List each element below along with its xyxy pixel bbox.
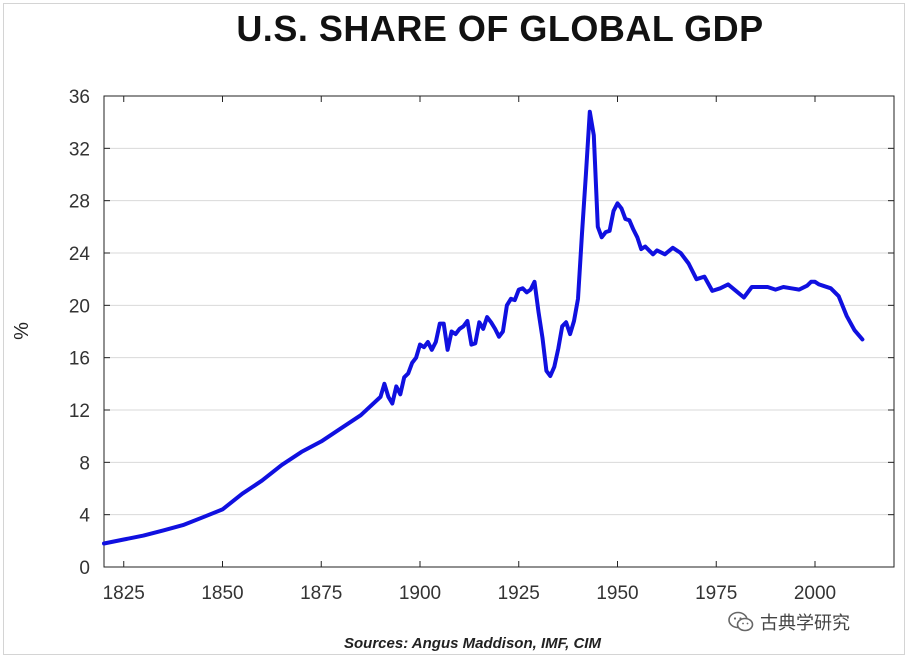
x-tick-label-1975: 1975 (695, 583, 737, 604)
source-note: Sources: Angus Maddison, IMF, CIM (344, 635, 601, 652)
y-axis-label: % (11, 322, 33, 340)
x-tick-label-1925: 1925 (498, 583, 540, 604)
x-tick-label-1850: 1850 (201, 583, 243, 604)
y-tick-label-0: 0 (79, 558, 90, 579)
wechat-icon (728, 611, 754, 632)
watermark: 古典学研究 (728, 610, 850, 634)
y-tick-label-36: 36 (69, 87, 90, 108)
x-tick-label-1825: 1825 (103, 583, 145, 604)
plot-area (103, 95, 895, 568)
axis-ticks (104, 95, 894, 568)
y-tick-label-12: 12 (69, 401, 90, 422)
x-tick-label-2000: 2000 (794, 583, 836, 604)
y-tick-label-16: 16 (69, 349, 90, 370)
y-tick-label-20: 20 (69, 296, 90, 317)
x-tick-label-1950: 1950 (596, 583, 638, 604)
y-tick-label-8: 8 (79, 453, 90, 474)
x-tick-label-1875: 1875 (300, 583, 342, 604)
y-tick-label-28: 28 (69, 192, 90, 213)
gridlines (104, 147, 894, 516)
y-tick-label-32: 32 (69, 139, 90, 160)
x-tick-label-1900: 1900 (399, 583, 441, 604)
series-line-us-share (102, 109, 865, 546)
chart-title: U.S. SHARE OF GLOBAL GDP (236, 8, 764, 49)
y-tick-label-4: 4 (79, 506, 90, 527)
tick-labels: 0 4 8 12 16 20 24 28 32 36 1825 1850 1875 1900 1925 195… (69, 87, 836, 604)
watermark-text: 古典学研究 (760, 613, 850, 634)
chart-frame (3, 3, 905, 655)
y-tick-label-24: 24 (69, 244, 91, 265)
